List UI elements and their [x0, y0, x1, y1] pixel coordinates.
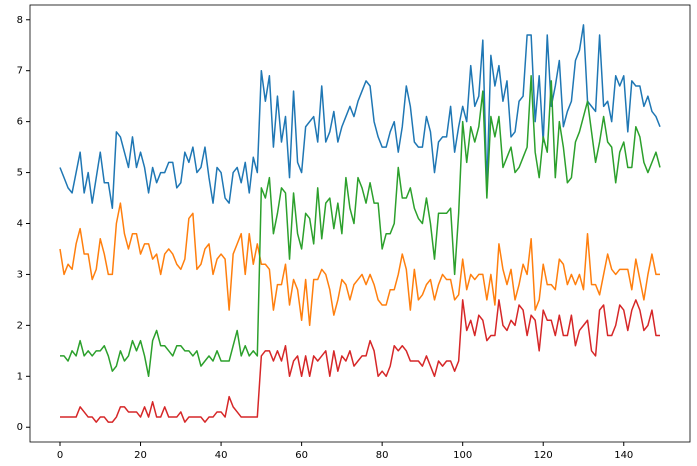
y-tick-label: 1 [17, 371, 23, 382]
plot-frame [29, 4, 691, 443]
y-tick-label: 7 [17, 66, 23, 77]
x-tick-label: 120 [534, 450, 553, 461]
y-tick-label: 6 [17, 117, 23, 128]
x-tick-label: 100 [453, 450, 472, 461]
x-tick-label: 20 [134, 450, 147, 461]
y-tick-label: 3 [17, 269, 23, 280]
x-tick-label: 80 [376, 450, 389, 461]
y-tick-label: 5 [17, 168, 23, 179]
y-tick-label: 8 [17, 15, 23, 26]
y-tick-label: 2 [17, 320, 23, 331]
series-line [60, 299, 660, 423]
x-tick-label: 0 [57, 450, 63, 461]
x-tick-label: 60 [295, 450, 308, 461]
series-line [60, 75, 661, 378]
series-line [59, 24, 661, 209]
series-line [59, 202, 660, 327]
y-tick-label: 4 [17, 219, 23, 230]
x-tick-label: 40 [215, 450, 228, 461]
x-tick-label: 140 [614, 450, 633, 461]
y-tick-label: 0 [17, 422, 23, 433]
